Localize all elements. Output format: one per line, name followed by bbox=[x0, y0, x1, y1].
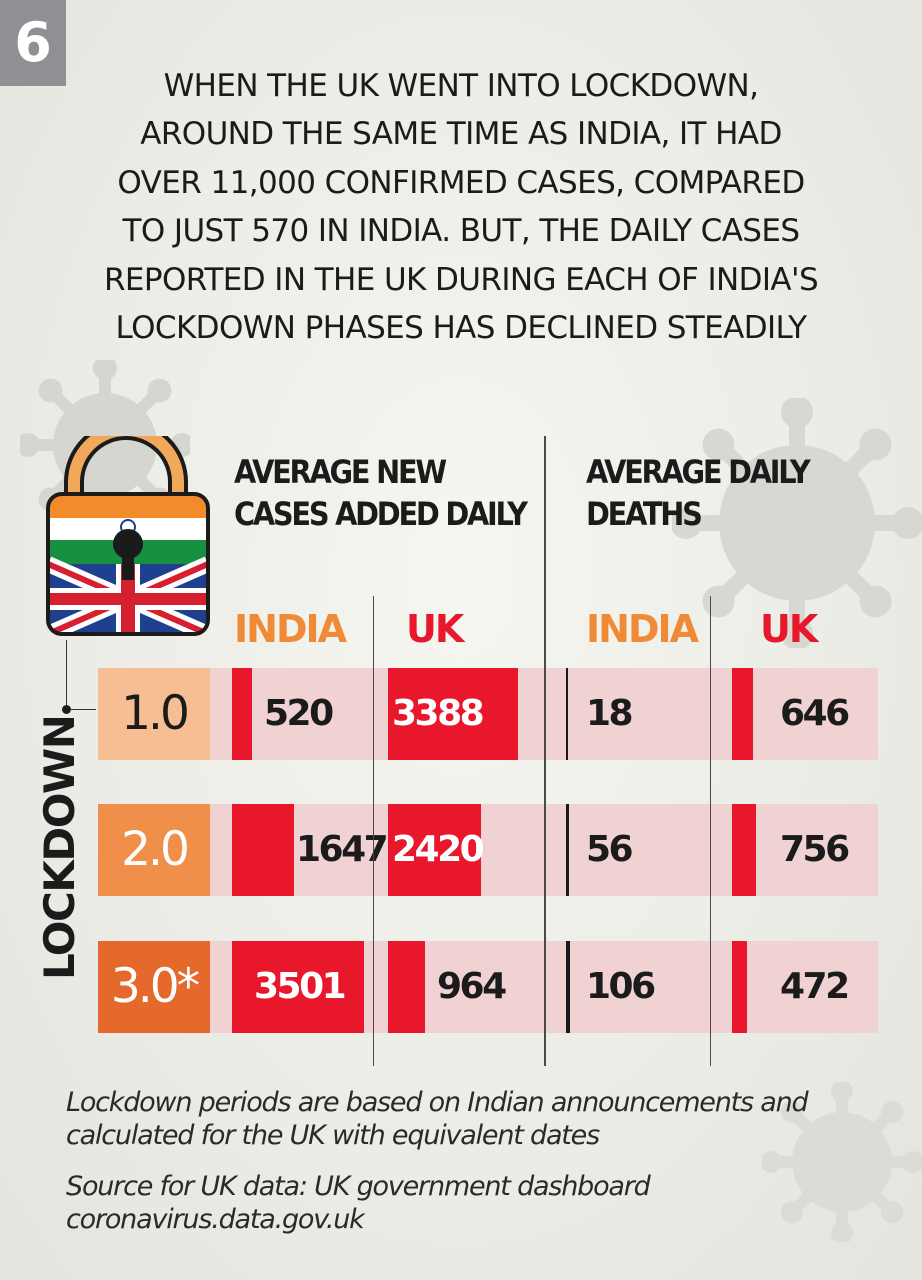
cases-india-bar bbox=[232, 668, 252, 760]
deaths-section-title: AVERAGE DAILY DEATHS bbox=[586, 451, 811, 535]
padlock-india-uk-flag-icon bbox=[46, 436, 210, 636]
headline-line: WHEN THE UK WENT INTO LOCKDOWN, bbox=[163, 68, 759, 104]
cases-section-title: AVERAGE NEW CASES ADDED DAILY bbox=[234, 451, 528, 535]
cases-india-column-header: INDIA bbox=[234, 607, 347, 651]
column-divider bbox=[710, 596, 711, 1066]
footnote-line: Lockdown periods are based on Indian ann… bbox=[66, 1087, 809, 1118]
deaths-uk-value: 472 bbox=[780, 966, 850, 1007]
deaths-india-column-header: INDIA bbox=[586, 607, 699, 651]
cases-section-title-line: CASES ADDED DAILY bbox=[234, 495, 528, 533]
virus-icon bbox=[762, 1082, 922, 1242]
source-note: Source for UK data: UK government dashbo… bbox=[66, 1170, 651, 1236]
phase-label: 2.0 bbox=[98, 804, 210, 896]
virus-icon bbox=[672, 398, 922, 648]
deaths-uk-bar bbox=[732, 941, 747, 1033]
cases-uk-value: 3388 bbox=[392, 693, 485, 734]
cases-uk-column-header: UK bbox=[406, 607, 464, 651]
footnote: Lockdown periods are based on Indian ann… bbox=[66, 1086, 809, 1152]
deaths-section-title-line: AVERAGE DAILY bbox=[586, 453, 811, 491]
column-divider bbox=[373, 596, 374, 1066]
cases-section-title-line: AVERAGE NEW bbox=[234, 453, 447, 491]
cases-uk-value: 964 bbox=[437, 966, 507, 1007]
cases-uk-bar bbox=[388, 804, 481, 896]
phase-label: 3.0* bbox=[98, 941, 210, 1033]
cases-uk-bar bbox=[388, 668, 518, 760]
deaths-uk-column-header: UK bbox=[760, 607, 818, 651]
footnote-line: calculated for the UK with equivalent da… bbox=[66, 1120, 600, 1151]
row-background bbox=[98, 804, 878, 896]
deaths-uk-value: 646 bbox=[780, 693, 850, 734]
headline-line: TO JUST 570 IN INDIA. BUT, THE DAILY CAS… bbox=[122, 213, 801, 250]
cases-india-bar bbox=[232, 804, 294, 896]
deaths-india-bar bbox=[566, 941, 570, 1033]
deaths-india-value: 106 bbox=[586, 966, 656, 1007]
lockdown-axis-label: LOCKDOWN bbox=[35, 715, 84, 980]
cases-uk-value: 2420 bbox=[392, 829, 485, 870]
headline-line: AROUND THE SAME TIME AS INDIA, IT HAD bbox=[140, 116, 782, 153]
deaths-uk-bar bbox=[732, 804, 756, 896]
deaths-india-value: 18 bbox=[586, 693, 634, 734]
cases-india-value: 520 bbox=[264, 693, 334, 734]
deaths-section-title-line: DEATHS bbox=[586, 495, 703, 533]
section-divider bbox=[544, 436, 546, 1066]
source-line: coronavirus.data.gov.uk bbox=[66, 1204, 365, 1235]
row-background bbox=[98, 941, 878, 1033]
source-line: Source for UK data: UK government dashbo… bbox=[66, 1171, 651, 1202]
deaths-uk-bar bbox=[732, 668, 753, 760]
lockdown-connector-line bbox=[66, 640, 67, 705]
cases-india-value: 3501 bbox=[254, 966, 347, 1007]
headline-line: LOCKDOWN PHASES HAS DECLINED STEADILY bbox=[115, 310, 808, 347]
deaths-india-bar bbox=[566, 804, 569, 896]
lockdown-connector-dot bbox=[62, 705, 71, 714]
headline-line: REPORTED IN THE UK DURING EACH OF INDIA'… bbox=[103, 261, 819, 298]
deaths-india-bar bbox=[566, 668, 568, 760]
deaths-uk-value: 756 bbox=[780, 829, 850, 870]
cases-uk-bar bbox=[388, 941, 425, 1033]
cases-india-bar bbox=[232, 941, 364, 1033]
page-number-badge: 6 bbox=[0, 0, 66, 86]
deaths-india-value: 56 bbox=[586, 829, 634, 870]
lockdown-connector-tick bbox=[70, 709, 96, 710]
headline-line: OVER 11,000 CONFIRMED CASES, COMPARED bbox=[117, 164, 805, 201]
phase-label: 1.0 bbox=[98, 668, 210, 760]
headline: WHEN THE UK WENT INTO LOCKDOWN, AROUND T… bbox=[40, 62, 882, 352]
